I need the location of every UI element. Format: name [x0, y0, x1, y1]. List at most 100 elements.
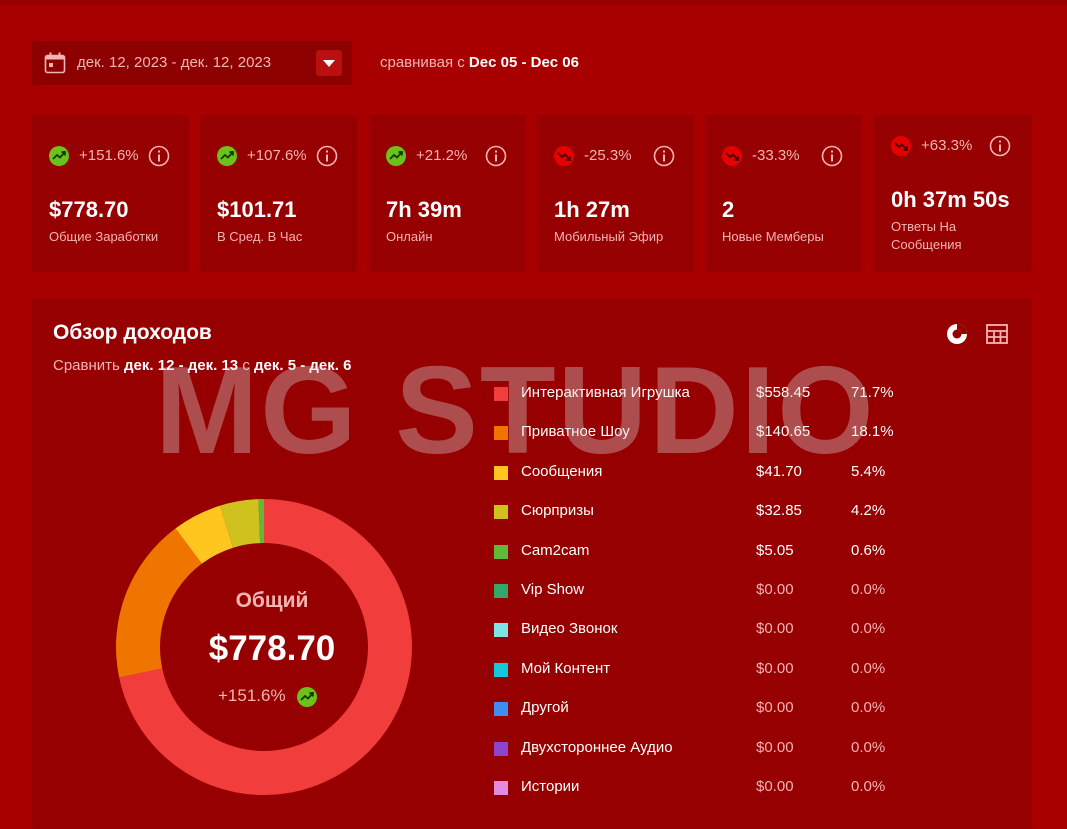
legend-amount: $558.45: [756, 384, 811, 401]
legend-swatch: [494, 662, 508, 677]
donut-total-change: +151.6%: [218, 686, 286, 705]
legend-swatch: [494, 505, 508, 520]
donut-slice[interactable]: [258, 499, 264, 544]
legend-amount: $0.00: [756, 620, 794, 638]
revenue-overview-panel: Обзор доходов Сравнить дек. 12 - дек. 13…: [32, 299, 1032, 829]
info-icon[interactable]: [989, 135, 1011, 157]
chevron-down-icon: [323, 60, 335, 67]
stat-label: Онлайн: [386, 229, 433, 244]
legend-name: Истории: [521, 778, 580, 795]
stat-label: Общие Заработки: [49, 229, 159, 244]
top-divider: [0, 0, 1067, 5]
legend-swatch: [494, 465, 508, 480]
legend-swatch: [494, 544, 508, 559]
legend-amount: $41.70: [756, 462, 802, 480]
trend-down-icon: [722, 146, 742, 166]
compare-range: Dec 05 - Dec 06: [468, 54, 579, 71]
revenue-donut-chart: [116, 499, 412, 795]
with-word: с: [242, 357, 250, 374]
info-icon[interactable]: [485, 145, 507, 167]
stat-change: +21.2%: [416, 147, 468, 164]
trend-up-icon: [217, 146, 237, 166]
donut-slice[interactable]: [116, 528, 202, 678]
legend-amount: $0.00: [756, 699, 794, 717]
stat-value: $778.70: [49, 197, 129, 222]
stat-value: 0h 37m 50s: [891, 187, 1010, 212]
legend-name: Vip Show: [521, 581, 585, 598]
trend-down-icon: [554, 146, 574, 166]
pie-chart-icon[interactable]: [945, 322, 969, 346]
stat-card-online: +21.2% 7h 39m Онлайн: [369, 115, 526, 272]
trend-up-icon: [297, 687, 317, 707]
calendar-icon: [44, 52, 66, 74]
date-dropdown-button[interactable]: [316, 50, 342, 76]
stat-label-line1: Ответы На: [891, 219, 957, 234]
legend-swatch: [494, 741, 508, 756]
stat-card-hourly: +107.6% $101.71 В Сред. В Час: [200, 115, 357, 272]
legend-amount: $5.05: [756, 541, 794, 559]
legend-name: Сюрпризы: [521, 502, 594, 520]
legend-percent: 0.0%: [851, 620, 886, 638]
legend-name: Видео Звонок: [521, 620, 618, 638]
trend-up-icon: [49, 146, 69, 166]
stat-change: +107.6%: [247, 147, 307, 164]
donut-slice[interactable]: [220, 499, 261, 548]
legend-swatch: [494, 426, 508, 441]
stat-value: 7h 39m: [386, 197, 462, 222]
info-icon[interactable]: [653, 145, 675, 167]
legend-swatch: [494, 781, 508, 795]
legend-name: Двухстороннее Аудио: [521, 738, 673, 756]
legend-percent: 0.0%: [851, 738, 886, 756]
trend-up-icon: [386, 146, 406, 166]
stat-card-members: -33.3% 2 Новые Мемберы: [705, 115, 862, 272]
donut-total-value: $778.70: [208, 629, 336, 668]
legend-name: Приватное Шоу: [521, 423, 630, 441]
stat-change: -33.3%: [752, 147, 800, 164]
legend-name: Мой Контент: [521, 659, 611, 677]
stat-value: $101.71: [217, 197, 297, 222]
compare-word: Сравнить: [53, 357, 120, 374]
legend-percent: 5.4%: [851, 462, 886, 480]
compare-period: сравнивая с Dec 05 - Dec 06: [380, 54, 579, 71]
compare-prefix: сравнивая с: [380, 54, 465, 71]
legend-swatch: [494, 623, 508, 638]
legend-amount: $0.00: [756, 778, 794, 795]
legend-percent: 18.1%: [851, 423, 894, 441]
table-view-icon[interactable]: [985, 322, 1009, 346]
stat-card-replies: +63.3% 0h 37m 50s Ответы На Сообщения: [874, 115, 1032, 272]
legend-amount: $32.85: [756, 502, 802, 520]
stat-change: -25.3%: [584, 147, 632, 164]
stat-card-mobile: -25.3% 1h 27m Мобильный Эфир: [537, 115, 694, 272]
info-icon[interactable]: [821, 145, 843, 167]
legend-name: Cam2cam: [521, 541, 590, 559]
range-a: дек. 12 - дек. 13: [124, 357, 239, 374]
legend-amount: $0.00: [756, 659, 794, 677]
legend-amount: $0.00: [756, 738, 794, 756]
legend-name: Интерактивная Игрушка: [521, 384, 690, 401]
panel-compare: Сравнить дек. 12 - дек. 13 с дек. 5 - де…: [53, 357, 351, 374]
legend-percent: 4.2%: [851, 502, 886, 520]
info-icon[interactable]: [148, 145, 170, 167]
stat-change: +63.3%: [921, 137, 973, 154]
stat-label-line2: Сообщения: [891, 237, 962, 252]
donut-total-label: Общий: [235, 589, 309, 612]
info-icon[interactable]: [316, 145, 338, 167]
legend-amount: $140.65: [756, 423, 811, 441]
panel-title: Обзор доходов: [53, 321, 212, 344]
range-b: дек. 5 - дек. 6: [253, 357, 352, 374]
stat-label: Новые Мемберы: [722, 229, 824, 244]
stat-change: +151.6%: [79, 147, 139, 164]
legend-percent: 0.0%: [851, 659, 886, 677]
stat-card-earnings: +151.6% $778.70 Общие Заработки: [32, 115, 189, 272]
date-range-text: дек. 12, 2023 - дек. 12, 2023: [77, 54, 272, 71]
donut-slice[interactable]: [119, 499, 412, 795]
legend-percent: 0.0%: [851, 699, 886, 717]
stat-value: 1h 27m: [554, 197, 630, 222]
legend-percent: 71.7%: [851, 384, 894, 401]
donut-slice[interactable]: [175, 505, 234, 564]
trend-down-icon: [891, 136, 911, 156]
date-range-picker[interactable]: дек. 12, 2023 - дек. 12, 2023: [32, 41, 352, 85]
legend-swatch: [494, 584, 508, 598]
stat-label: Мобильный Эфир: [554, 229, 664, 244]
legend-percent: 0.0%: [851, 581, 886, 598]
